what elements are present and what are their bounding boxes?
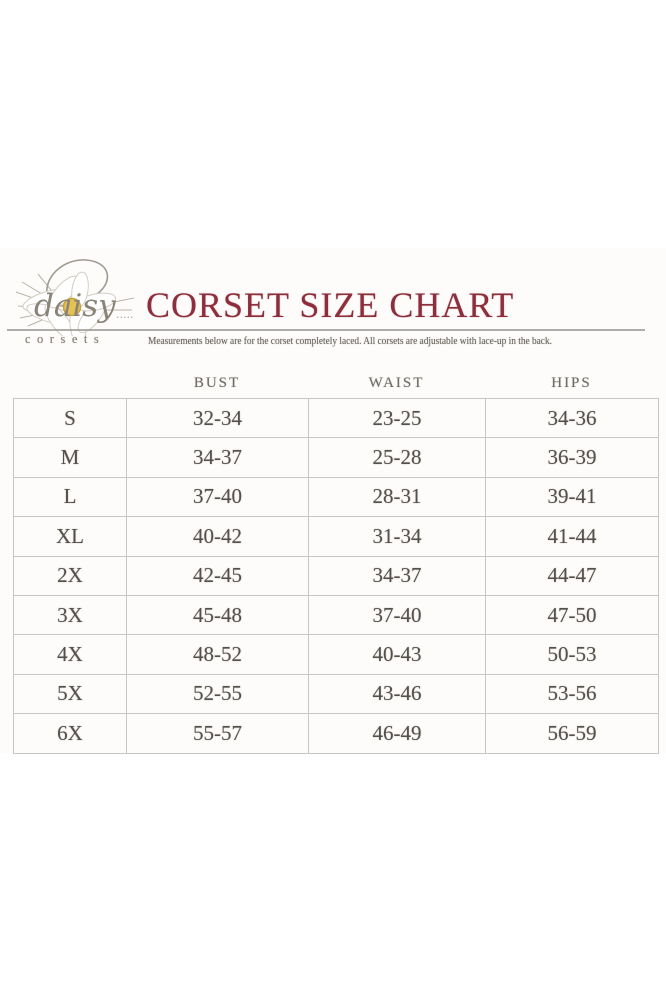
hips-cell: 36-39: [485, 437, 659, 478]
waist-cell: 23-25: [308, 397, 486, 439]
size-cell: 2X: [13, 555, 127, 596]
size-cell: 6X: [13, 713, 127, 754]
table-row: 3X 45-48 37-40 47-50: [13, 594, 659, 636]
waist-cell: 43-46: [308, 673, 486, 715]
brand-word: corsets: [25, 332, 106, 346]
bust-cell: 42-45: [126, 555, 309, 596]
hips-cell: 39-41: [485, 476, 659, 518]
size-cell: 5X: [13, 673, 127, 715]
daisy-logo: daisy .....: [15, 259, 135, 336]
bust-cell: 45-48: [126, 594, 309, 636]
title-rule: [7, 329, 645, 331]
bust-column-header: BUST: [193, 374, 241, 391]
size-column-header: [13, 371, 126, 395]
subtitle: Measurements below are for the corset co…: [148, 335, 552, 347]
size-cell: L: [13, 476, 127, 518]
hips-cell: 56-59: [485, 713, 659, 754]
flower-center: [62, 297, 82, 317]
size-cell: 3X: [13, 594, 127, 636]
waist-cell: 40-43: [308, 634, 486, 675]
hips-cell: 34-36: [485, 397, 659, 439]
waist-cell: 46-49: [308, 713, 486, 754]
size-table: S 32-34 23-25 34-36 M 34-37 25-28 36-39 …: [13, 397, 659, 754]
size-cell: M: [13, 437, 127, 478]
hips-cell: 47-50: [485, 594, 659, 636]
waist-cell: 25-28: [308, 437, 486, 478]
waist-cell: 31-34: [308, 516, 486, 557]
table-row: S 32-34 23-25 34-36: [13, 397, 659, 439]
hips-column-header: HIPS: [551, 374, 592, 391]
size-cell: S: [13, 397, 127, 439]
size-cell: 4X: [13, 634, 127, 675]
waist-column-header: WAIST: [368, 374, 425, 391]
hips-cell: 53-56: [485, 673, 659, 715]
bust-cell: 37-40: [126, 476, 309, 518]
waist-cell: 37-40: [308, 594, 486, 636]
table-row: 6X 55-57 46-49 56-59: [13, 713, 659, 754]
column-headers: BUST WAIST HIPS: [13, 371, 658, 395]
table-row: 5X 52-55 43-46 53-56: [13, 673, 659, 715]
waist-cell: 34-37: [308, 555, 486, 596]
hips-cell: 44-47: [485, 555, 659, 596]
waist-cell: 28-31: [308, 476, 486, 518]
bust-cell: 52-55: [126, 673, 309, 715]
page-title: CORSET SIZE CHART: [146, 285, 515, 325]
table-row: M 34-37 25-28 36-39: [13, 437, 659, 478]
size-cell: XL: [13, 516, 127, 557]
bust-cell: 48-52: [126, 634, 309, 675]
hips-cell: 41-44: [485, 516, 659, 557]
brand-dots: .....: [116, 308, 133, 321]
bust-cell: 55-57: [126, 713, 309, 754]
brand-script: daisy: [34, 288, 116, 324]
table-row: XL 40-42 31-34 41-44: [13, 516, 659, 557]
table-row: 4X 48-52 40-43 50-53: [13, 634, 659, 675]
table-row: L 37-40 28-31 39-41: [13, 476, 659, 518]
table-row: 2X 42-45 34-37 44-47: [13, 555, 659, 596]
bust-cell: 40-42: [126, 516, 309, 557]
hips-cell: 50-53: [485, 634, 659, 675]
bust-cell: 32-34: [126, 397, 309, 439]
bust-cell: 34-37: [126, 437, 309, 478]
